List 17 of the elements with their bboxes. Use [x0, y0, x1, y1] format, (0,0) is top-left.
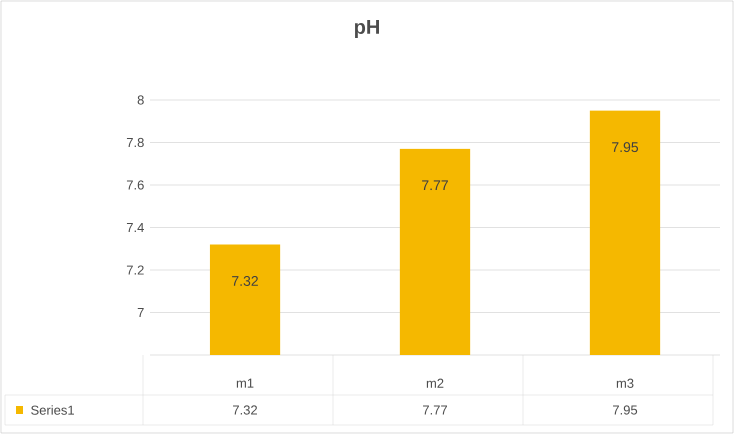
data-label: 7.95 — [613, 405, 638, 415]
x-tick-label: m3 — [616, 378, 634, 388]
y-tick-label: 8 — [138, 95, 144, 105]
y-tick-label: 7.4 — [126, 223, 144, 232]
data-label: 7.32 — [233, 405, 257, 415]
annotation: 7.95 — [612, 142, 638, 152]
y-tick-label: 7.2 — [126, 265, 144, 275]
x-tick-label: m2 — [426, 378, 444, 388]
y-tick-label: 7.8 — [126, 138, 144, 148]
annotation: 7.77 — [422, 180, 448, 190]
data-label: 7.77 — [423, 406, 447, 414]
y-tick-label: 7 — [138, 308, 144, 317]
annotation: 7.32 — [232, 276, 258, 286]
x-tick-label: m1 — [236, 378, 254, 388]
chart-title: pH — [354, 20, 379, 38]
y-tick-label: 7.6 — [126, 180, 144, 190]
legend-label: Series1 — [31, 405, 74, 415]
